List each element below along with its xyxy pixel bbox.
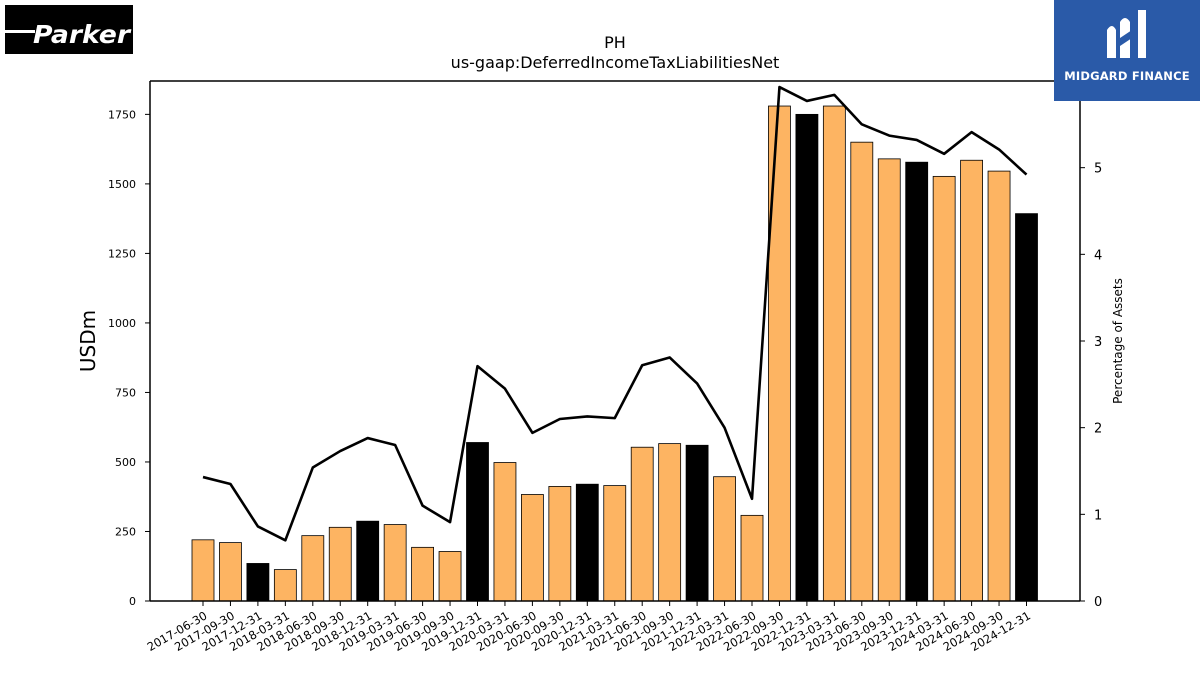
y-tick-label: 500 [115,456,136,469]
bar-2018-03-31 [273,569,297,602]
bar-2024-12-31 [1015,213,1038,602]
y2-tick-label: 2 [1094,422,1102,437]
parker-logo: Parker [5,5,133,54]
y-tick-label: 0 [129,595,136,608]
y-tick-label: 1750 [108,108,136,121]
series-line-percentage-of-assets [202,85,1028,542]
midgard-logo-text: MIDGARD FINANCE [1064,69,1190,83]
bar-2024-03-31 [932,175,956,602]
bar-2020-06-30 [521,494,544,602]
chart-subtitle: us-gaap:DeferredIncomeTaxLiabilitiesNet [451,53,780,72]
bar-2019-03-31 [383,524,407,602]
y-axis-label: USDm [76,310,100,372]
bar-2024-09-30 [987,170,1011,602]
y-tick-label: 750 [115,386,136,399]
y2-tick-label: 0 [1094,595,1102,610]
bar-2020-09-30 [548,486,572,602]
bar-2023-03-31 [822,105,846,602]
bar-2023-09-30 [877,158,901,602]
bar-2021-12-31 [685,444,709,602]
y2-axis-label: Percentage of Assets [1111,278,1125,404]
bars-layer [191,105,1038,602]
y-tick-label: 1250 [108,247,136,260]
svg-text:Parker: Parker [33,20,132,49]
bar-2022-03-31 [713,476,736,602]
bar-2017-12-31 [246,563,270,602]
bar-2021-09-30 [658,443,682,602]
y-tick-label: 250 [115,525,136,538]
bar-2024-06-30 [960,159,983,602]
chart-title: PH [604,33,626,52]
midgard-finance-logo: MIDGARD FINANCE [1054,0,1200,101]
bar-2022-12-31 [795,113,819,602]
bar-2023-12-31 [905,161,929,602]
bar-2022-09-30 [768,105,791,602]
line-layer [202,85,1028,542]
bar-2019-06-30 [411,546,435,602]
bar-2017-06-30 [191,539,215,602]
bar-2019-12-31 [466,442,489,602]
bar-2020-03-31 [493,462,517,602]
y2-tick-label: 3 [1094,335,1102,350]
y2-tick-label: 4 [1094,248,1102,263]
bar-2018-09-30 [328,526,352,602]
bar-2021-06-30 [630,446,654,602]
bar-2019-09-30 [438,551,462,602]
y-tick-label: 1000 [108,317,136,330]
bar-2018-12-31 [356,520,380,602]
y2-tick-label: 1 [1094,508,1102,523]
bar-2020-12-31 [575,483,599,602]
y-tick-label: 1500 [108,178,136,191]
bar-2018-06-30 [301,535,325,602]
bar-2023-06-30 [850,141,874,602]
midgard-logo-mark [1107,10,1146,58]
parker-logo-mark: Parker [5,20,132,49]
bar-2022-06-30 [740,514,764,602]
bar-2021-03-31 [603,485,627,602]
bar-2017-09-30 [219,542,242,602]
y2-tick-label: 5 [1094,162,1102,177]
